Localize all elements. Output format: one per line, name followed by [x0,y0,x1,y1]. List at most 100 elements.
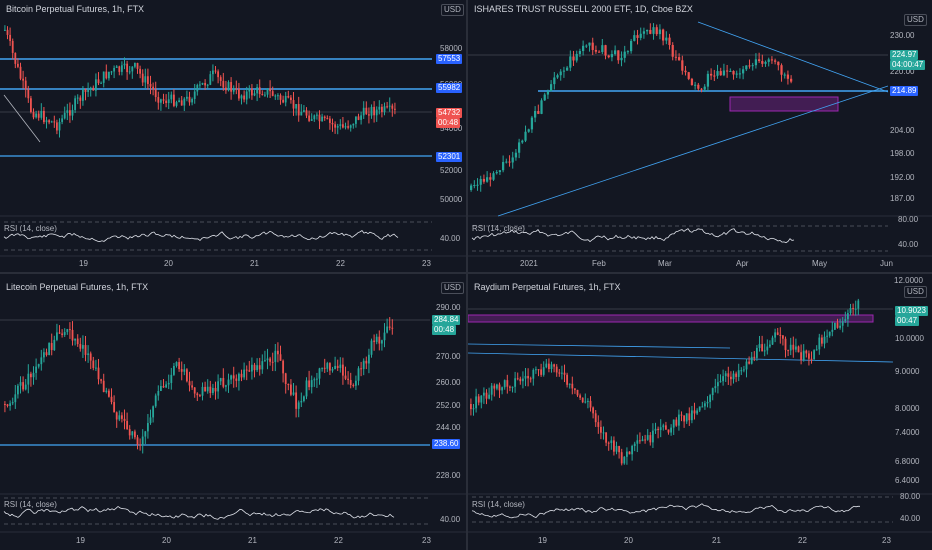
rsi-indicator-label[interactable]: RSI (14, close) [4,224,57,233]
candle-body [193,91,196,99]
rsi-indicator-label[interactable]: RSI (14, close) [4,500,57,509]
candle-body [121,65,123,72]
candle-body [118,66,121,72]
currency-label[interactable]: USD [904,286,927,298]
candle-body [485,392,488,399]
candle-body [199,395,201,397]
chart-pane-bitcoin[interactable]: Bitcoin Perpetual Futures, 1h, FTX USD 5… [0,0,466,272]
candle-body [183,98,186,106]
candle-body [774,60,777,62]
candle-body [50,121,53,123]
candle-body [186,96,188,99]
candle-body [248,88,251,92]
candle-body [633,35,636,41]
raydium-chart-canvas[interactable] [468,274,932,550]
chart-pane-litecoin[interactable]: Litecoin Perpetual Futures, 1h, FTX USD … [0,274,466,550]
chart-pane-russell[interactable]: ISHARES TRUST RUSSELL 2000 ETF, 1D, Cboe… [468,0,932,272]
candle-body [810,358,813,360]
candle-body [649,435,652,443]
candle-body [652,27,655,34]
candle-body [662,29,665,41]
candle-body [743,369,745,371]
candle-body [199,84,201,86]
candle-body [553,364,556,367]
candle-body [649,29,652,34]
bitcoin-chart-canvas[interactable] [0,0,466,272]
time-label: 21 [248,536,257,545]
candle-body [355,380,357,386]
candle-body [550,84,553,92]
rsi-indicator-label[interactable]: RSI (14, close) [472,224,525,233]
rsi-indicator-label[interactable]: RSI (14, close) [472,500,525,509]
currency-label[interactable]: USD [441,4,464,16]
candle-body [365,107,368,115]
price-tick: 10.0000 [895,334,924,343]
candle-body [331,122,334,125]
candle-body [344,126,347,128]
candle-body [214,387,217,392]
candle-body [571,383,574,389]
russell-chart-canvas[interactable] [468,0,932,272]
candle-body [69,110,71,116]
candle-body [128,429,131,436]
candle-body [219,77,222,81]
candle-body [854,308,857,310]
candle-body [601,45,604,53]
candle-body [300,111,303,116]
candle-body [493,385,496,389]
candle-body [105,390,108,392]
candle-body [287,384,290,386]
candle-body [566,374,569,385]
candle-body [63,332,66,335]
candle-body [84,345,87,355]
candle-body [131,66,134,72]
candle-body [524,131,527,141]
candle-body [771,337,774,345]
candle-body [251,364,253,372]
symbol-title[interactable]: Bitcoin Perpetual Futures, 1h, FTX [6,4,145,14]
level-badge: 214.89 [890,86,919,96]
candle-body [4,29,6,31]
candle-body [537,111,540,114]
candle-body [303,396,305,401]
time-label: 19 [79,259,88,268]
candle-body [186,369,188,382]
symbol-title[interactable]: Litecoin Perpetual Futures, 1h, FTX [6,282,149,292]
time-label: 19 [538,536,547,545]
candle-body [498,384,501,391]
candle-body [368,114,370,116]
candle-body [662,425,665,428]
candle-body [598,51,601,53]
symbol-title[interactable]: Raydium Perpetual Futures, 1h, FTX [474,282,621,292]
candle-body [269,358,272,362]
currency-label[interactable]: USD [441,282,464,294]
candle-body [342,364,344,376]
candle-body [576,389,579,396]
candle-body [69,329,71,331]
pane-divider-horizontal[interactable] [0,272,932,274]
candle-body [336,365,339,368]
currency-label[interactable]: USD [904,14,927,26]
time-label: 22 [798,536,807,545]
time-label: 21 [250,259,259,268]
candle-body [641,439,644,442]
candle-body [610,440,613,444]
candle-body [574,388,576,390]
candle-body [141,436,144,446]
litecoin-chart-canvas[interactable] [0,274,466,550]
candle-body [737,370,740,377]
candle-body [305,380,308,397]
candle-body [508,161,511,163]
time-label: Mar [658,259,672,268]
candle-body [365,360,368,364]
price-tick: 54000 [440,124,463,133]
candle-body [274,95,277,97]
symbol-title[interactable]: ISHARES TRUST RUSSELL 2000 ETF, 1D, Cboe… [474,4,693,14]
candle-body [857,300,860,309]
candle-body [509,386,511,388]
chart-pane-raydium[interactable]: Raydium Perpetual Futures, 1h, FTX 12.00… [468,274,932,550]
pane-divider-vertical[interactable] [466,0,468,550]
candle-body [79,97,82,101]
candle-body [767,59,770,62]
candle-body [375,109,378,116]
